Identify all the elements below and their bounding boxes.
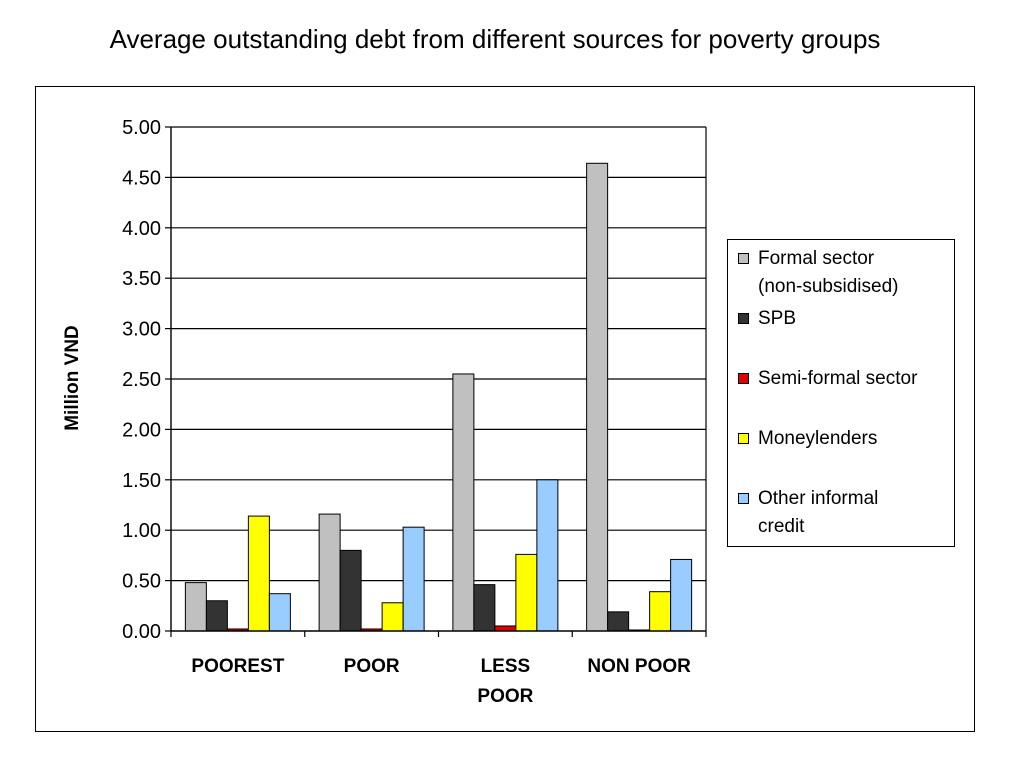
legend-label: Moneylenders [758, 428, 878, 449]
y-tick-label: 4.50 [122, 167, 161, 189]
y-tick-label: 5.00 [122, 117, 161, 139]
chart-title: Average outstanding debt from different … [109, 24, 881, 54]
legend-swatch [738, 433, 749, 444]
bar [268, 593, 291, 632]
bar [381, 602, 404, 632]
legend-label: Formal sector [758, 248, 875, 269]
x-category-label: LESS [481, 656, 531, 677]
bar [649, 591, 672, 632]
x-category-label: POOR [344, 656, 400, 677]
bar [452, 373, 475, 632]
chart-frame [35, 86, 975, 732]
bar [515, 553, 538, 632]
bar [494, 625, 517, 632]
bar [670, 558, 693, 632]
bar [339, 549, 362, 632]
x-category-labels: POOREST POOR LESS POOR NON POOR [191, 656, 691, 707]
legend-label: Other informal [758, 488, 879, 509]
y-axis-label: Million VND [62, 325, 83, 431]
axes [165, 126, 707, 637]
x-category-label: POOR [477, 686, 533, 707]
y-tick-label: 2.50 [122, 369, 161, 391]
y-tick-label: 1.00 [122, 520, 161, 542]
legend: Formal sector (non-subsidised) SPB Semi-for… [727, 239, 955, 547]
y-tick-label: 3.50 [122, 268, 161, 290]
y-tick-label: 1.50 [122, 470, 161, 492]
y-tick-label: 0.00 [122, 621, 161, 643]
bar [402, 526, 425, 632]
bar [586, 162, 609, 632]
legend-swatch [738, 373, 749, 384]
bar [536, 479, 559, 632]
y-tick-label: 0.50 [122, 571, 161, 593]
legend-swatch [738, 253, 749, 264]
x-category-label: POOREST [191, 656, 284, 677]
legend-label: credit [758, 516, 805, 537]
bars [184, 162, 693, 632]
bar [473, 584, 496, 632]
legend-swatch [738, 493, 749, 504]
bar [184, 582, 207, 632]
y-tick-label: 4.00 [122, 218, 161, 240]
bar [205, 600, 228, 632]
bar [607, 611, 630, 632]
y-tick-labels: 0.00 0.50 1.00 1.50 2.00 2.50 3.00 3.50 4.00 4.50… [122, 117, 161, 643]
gridlines [171, 126, 706, 582]
legend-label: (non-subsidised) [758, 276, 899, 297]
legend-label: SPB [758, 308, 797, 329]
legend-label: Semi-formal sector [758, 368, 918, 389]
legend-swatch [738, 313, 749, 324]
y-tick-label: 3.00 [122, 319, 161, 341]
bar [247, 515, 270, 632]
y-tick-label: 2.00 [122, 419, 161, 441]
x-category-label: NON POOR [587, 656, 691, 677]
bar [318, 513, 341, 632]
